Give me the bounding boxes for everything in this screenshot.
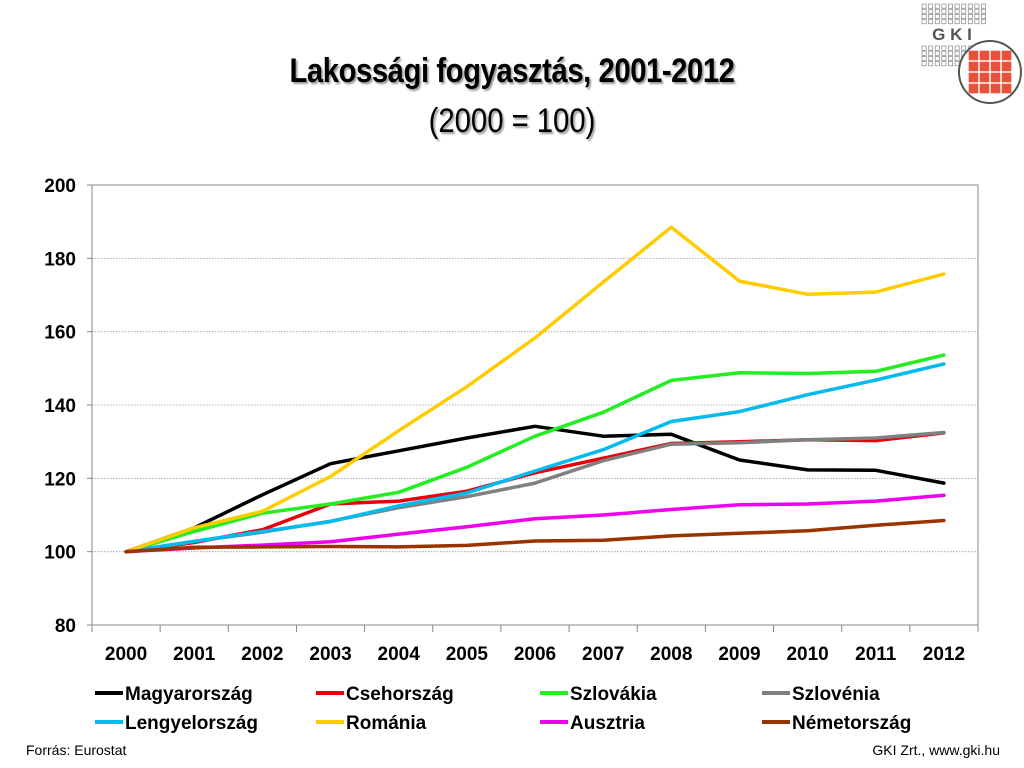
- x-tick-labels: 2000 2001 2002 2003 2004 2005 2006 2007 2008 2009…: [105, 644, 965, 665]
- source-note: Forrás: Eurostat: [26, 742, 127, 758]
- legend-label: Lengyelország: [125, 713, 258, 734]
- axes: [87, 184, 979, 632]
- series-lines: [124, 225, 946, 554]
- legend-label: Németország: [792, 713, 911, 734]
- series-line-0: [124, 424, 946, 554]
- legend-label: Magyarország: [125, 684, 253, 705]
- x-tick-label: 2010: [786, 644, 828, 665]
- legend-label: Románia: [346, 713, 427, 734]
- y-tick-label: 200: [44, 176, 76, 197]
- legend-label: Szlovákia: [570, 684, 657, 705]
- series-line-6: [124, 493, 946, 554]
- y-tick-label: 80: [55, 616, 76, 637]
- x-tick-label: 2007: [582, 644, 624, 665]
- gridlines: [92, 257, 978, 553]
- x-tick-label: 2009: [718, 644, 760, 665]
- y-tick-label: 140: [44, 396, 76, 417]
- chart-title: Lakossági fogyasztás, 2001-2012: [289, 52, 735, 90]
- y-tick-label: 120: [44, 469, 76, 490]
- y-tick-label: 180: [44, 249, 76, 270]
- legend-label: Ausztria: [570, 713, 645, 734]
- x-tick-label: 2006: [514, 644, 556, 665]
- series-line-5: [124, 225, 946, 554]
- credit-note: GKI Zrt., www.gki.hu: [872, 742, 1000, 758]
- series-line-2: [124, 353, 946, 554]
- legend: Magyarország Csehország Szlovákia Szlovénia…: [95, 684, 911, 734]
- x-tick-label: 2011: [855, 644, 897, 665]
- x-tick-label: 2004: [378, 644, 421, 665]
- legend-label: Csehország: [346, 684, 454, 705]
- x-tick-label: 2000: [105, 644, 147, 665]
- x-tick-label: 2008: [650, 644, 692, 665]
- x-tick-label: 2001: [173, 644, 216, 665]
- x-tick-label: 2003: [309, 644, 351, 665]
- legend-label: Szlovénia: [792, 684, 880, 705]
- logo-text: G K I: [932, 25, 972, 44]
- y-tick-label: 160: [44, 323, 76, 344]
- x-tick-label: 2005: [446, 644, 489, 665]
- x-tick-label: 2002: [241, 644, 283, 665]
- x-tick-label: 2012: [923, 644, 965, 665]
- y-tick-labels: 80 100 120 140 160 180 200: [44, 176, 76, 637]
- series-line-7: [124, 518, 946, 554]
- series-line-4: [124, 362, 946, 554]
- chart-subtitle: (2000 = 100): [428, 102, 596, 140]
- y-tick-label: 100: [44, 543, 76, 564]
- gki-logo-icon: G K I: [921, 3, 1022, 104]
